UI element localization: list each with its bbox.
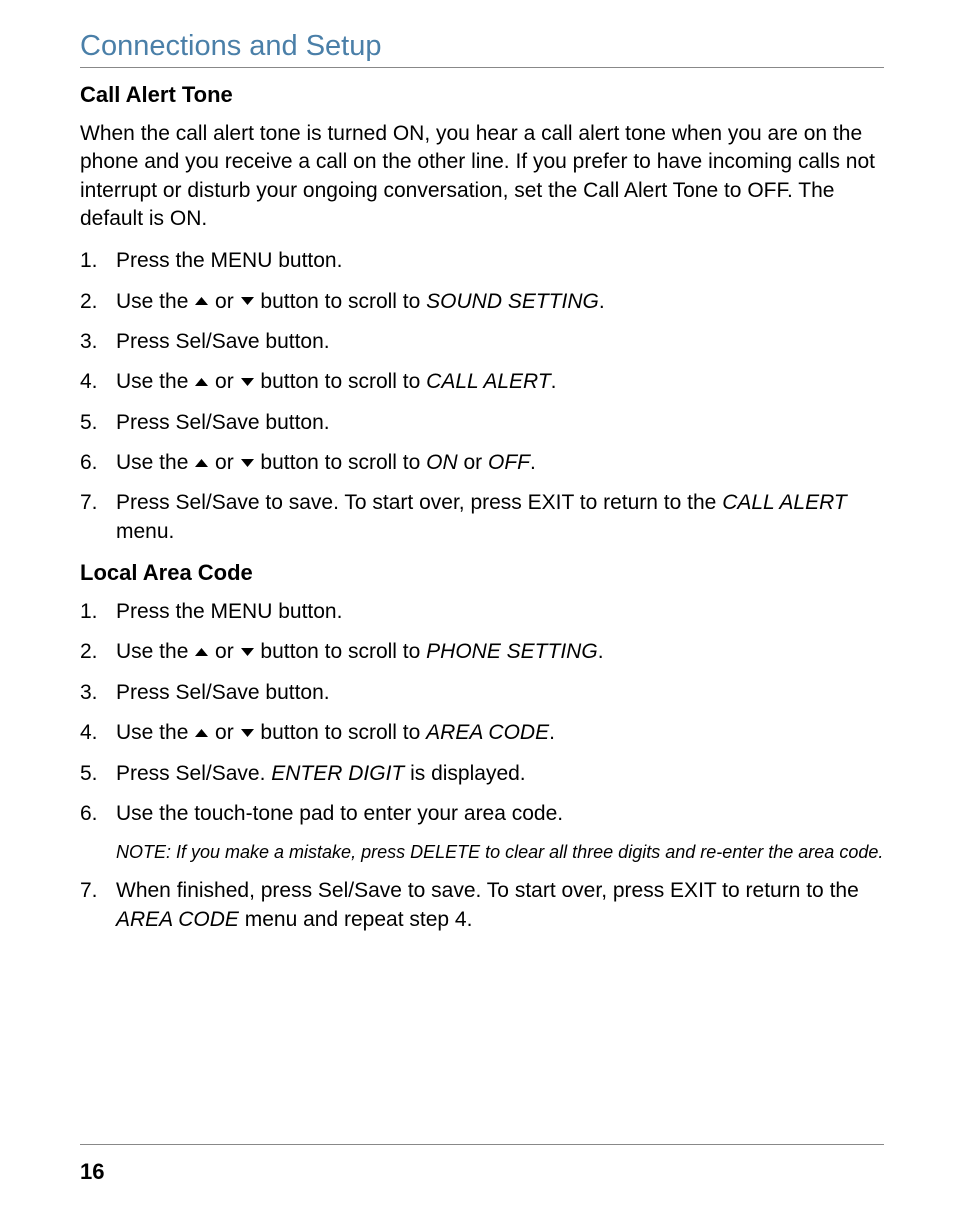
item-text: Press Sel/Save button.	[116, 330, 330, 353]
steps-list-3: 7. When finished, press Sel/Save to save.…	[80, 877, 884, 934]
list-item: 1. Press the MENU button.	[80, 247, 884, 275]
list-item: 1. Press the MENU button.	[80, 598, 884, 626]
italic-term: AREA CODE	[116, 908, 239, 931]
italic-term: PHONE SETTING	[426, 640, 598, 663]
list-item: 4. Use the or button to scroll to AREA CO…	[80, 719, 884, 747]
arrow-down-icon	[240, 647, 255, 657]
item-number: 5.	[80, 760, 98, 788]
list-item: 3. Press Sel/Save button.	[80, 679, 884, 707]
item-number: 1.	[80, 598, 98, 626]
arrow-down-icon	[240, 377, 255, 387]
list-item: 5. Press Sel/Save. ENTER DIGIT is display…	[80, 760, 884, 788]
arrow-up-icon	[194, 647, 209, 657]
list-item: 6. Use the touch-tone pad to enter your a…	[80, 800, 884, 828]
arrow-up-icon	[194, 377, 209, 387]
arrow-up-icon	[194, 728, 209, 738]
list-item: 3. Press Sel/Save button.	[80, 328, 884, 356]
item-text: Press the MENU button.	[116, 600, 342, 623]
item-number: 4.	[80, 719, 98, 747]
section-title: Connections and Setup	[80, 30, 884, 68]
steps-list-1: 1. Press the MENU button. 2. Use the or but…	[80, 247, 884, 546]
list-item: 7. When finished, press Sel/Save to save.…	[80, 877, 884, 934]
item-text: Press Sel/Save button.	[116, 411, 330, 434]
italic-term: AREA CODE	[426, 721, 549, 744]
arrow-up-icon	[194, 296, 209, 306]
list-item: 2. Use the or button to scroll to PHONE S…	[80, 638, 884, 666]
intro-paragraph: When the call alert tone is turned ON, y…	[80, 120, 884, 233]
list-item: 2. Use the or button to scroll to SOUND S…	[80, 288, 884, 316]
list-item: 6. Use the or button to scroll to ON or O…	[80, 449, 884, 477]
italic-term: OFF	[488, 451, 530, 474]
arrow-down-icon	[240, 458, 255, 468]
arrow-up-icon	[194, 458, 209, 468]
item-number: 6.	[80, 800, 98, 828]
italic-term: CALL ALERT	[426, 370, 551, 393]
item-number: 2.	[80, 638, 98, 666]
item-text: Use the or button to scroll to ON or OFF…	[116, 451, 536, 474]
note-text: NOTE: If you make a mistake, press DELET…	[80, 842, 884, 863]
subsection-heading-local-area: Local Area Code	[80, 560, 884, 586]
item-text: Press Sel/Save button.	[116, 681, 330, 704]
item-text: Use the or button to scroll to CALL ALER…	[116, 370, 557, 393]
italic-term: SOUND SETTING	[426, 290, 599, 313]
italic-term: ON	[426, 451, 458, 474]
item-number: 7.	[80, 489, 98, 517]
italic-term: CALL ALERT	[722, 491, 847, 514]
item-text: Use the or button to scroll to AREA CODE…	[116, 721, 555, 744]
arrow-down-icon	[240, 296, 255, 306]
item-number: 4.	[80, 368, 98, 396]
item-number: 7.	[80, 877, 98, 905]
item-text: Use the or button to scroll to SOUND SET…	[116, 290, 605, 313]
italic-term: ENTER DIGIT	[271, 762, 404, 785]
item-number: 1.	[80, 247, 98, 275]
item-text: Use the or button to scroll to PHONE SET…	[116, 640, 604, 663]
page-number: 16	[80, 1144, 884, 1185]
list-item: 4. Use the or button to scroll to CALL AL…	[80, 368, 884, 396]
item-text: Press Sel/Save. ENTER DIGIT is displayed…	[116, 762, 526, 785]
item-text: Press the MENU button.	[116, 249, 342, 272]
list-item: 7. Press Sel/Save to save. To start over,…	[80, 489, 884, 546]
item-number: 3.	[80, 328, 98, 356]
item-number: 3.	[80, 679, 98, 707]
item-text: Use the touch-tone pad to enter your are…	[116, 802, 563, 825]
item-text: When finished, press Sel/Save to save. T…	[116, 879, 859, 930]
item-number: 5.	[80, 409, 98, 437]
arrow-down-icon	[240, 728, 255, 738]
item-number: 6.	[80, 449, 98, 477]
subsection-heading-call-alert: Call Alert Tone	[80, 82, 884, 108]
list-item: 5. Press Sel/Save button.	[80, 409, 884, 437]
item-number: 2.	[80, 288, 98, 316]
item-text: Press Sel/Save to save. To start over, p…	[116, 491, 847, 542]
steps-list-2: 1. Press the MENU button. 2. Use the or but…	[80, 598, 884, 828]
